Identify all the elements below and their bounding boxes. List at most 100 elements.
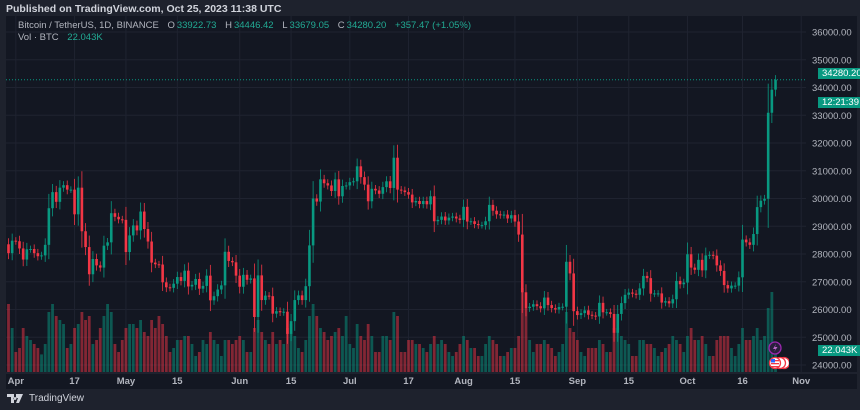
price-tick-label: 24000.00: [812, 361, 852, 372]
volume-bar: [429, 344, 432, 372]
volume-bar: [447, 352, 451, 372]
volume-bar: [264, 340, 267, 372]
candle-body: [447, 217, 451, 221]
price-tick-label: 29000.00: [812, 222, 852, 233]
candle-body: [40, 255, 43, 257]
candle-body: [84, 231, 87, 248]
volume-bar: [546, 344, 550, 372]
candle-body: [524, 292, 528, 309]
candle-body: [605, 312, 609, 314]
tradingview-logo-icon: [7, 394, 23, 403]
volume-bar: [737, 344, 741, 372]
volume-bar: [443, 344, 447, 372]
tradingview-logo[interactable]: TradingView: [7, 393, 84, 404]
price-tick-label: 34000.00: [812, 83, 852, 94]
volume-bar: [407, 340, 410, 372]
volume-bar: [418, 344, 421, 372]
candle-body: [242, 274, 245, 287]
time-tick-label: Apr: [8, 376, 25, 387]
volume-bar: [528, 340, 532, 372]
volume-bar: [271, 332, 275, 372]
candlestick-chart[interactable]: 36000.00 35000.00 34000.00 33000.00 32000.00…: [6, 16, 857, 389]
volume-bar: [759, 340, 763, 372]
volume-bar: [656, 356, 660, 372]
volume-bar: [14, 352, 18, 372]
volume-bar: [139, 320, 143, 372]
candle-body: [80, 187, 84, 232]
candle-body: [598, 302, 601, 317]
candle-body: [161, 264, 164, 283]
volume-bar: [366, 324, 370, 372]
volume-bar: [344, 316, 348, 372]
candle-body: [319, 179, 322, 202]
candle-body: [550, 305, 553, 309]
candle-body: [76, 187, 80, 215]
volume-bar: [219, 356, 223, 372]
volume-bar: [275, 344, 278, 372]
volume-bar: [469, 348, 473, 372]
candle-body: [282, 311, 286, 313]
us-flag-icon[interactable]: [768, 356, 790, 370]
volume-bar: [102, 316, 106, 372]
candle-body: [289, 321, 293, 334]
event-markers[interactable]: [767, 341, 789, 371]
time-tick-label: 16: [737, 376, 748, 387]
volume-bar: [363, 340, 366, 372]
volume-bar: [216, 344, 220, 372]
candle-body: [454, 216, 458, 219]
candle-body: [554, 308, 557, 310]
candle-body: [304, 286, 308, 301]
volume-bar: [451, 356, 454, 372]
time-tick-label: Aug: [454, 376, 473, 387]
candle-body: [410, 194, 414, 203]
candle-body: [194, 278, 197, 285]
candle-body: [517, 221, 520, 235]
volume-bar: [564, 312, 568, 372]
volume-bar: [230, 344, 234, 372]
candle-body: [565, 261, 568, 307]
volume-bar: [304, 340, 308, 372]
time-tick-label: Oct: [680, 376, 697, 387]
candle-body: [54, 192, 58, 202]
volume-bar: [201, 340, 205, 372]
volume-value: 22.043K: [67, 32, 103, 43]
candle-body: [308, 245, 311, 287]
open-value: 33922.73: [176, 20, 217, 31]
candle-body: [245, 274, 249, 280]
candle-body: [293, 300, 297, 322]
time-tick-label: Jun: [231, 376, 248, 387]
candle-body: [590, 314, 594, 316]
candle-body: [755, 207, 759, 235]
volume-bar: [36, 348, 40, 372]
lightning-icon[interactable]: [768, 341, 782, 355]
volume-bar: [601, 344, 605, 372]
candle-body: [634, 293, 638, 295]
volume-bar: [458, 344, 462, 372]
candle-body: [631, 292, 634, 294]
price-tick-label: 32000.00: [812, 139, 852, 150]
volume-bar: [744, 340, 748, 372]
volume-bar: [708, 356, 711, 372]
volume-bar: [212, 340, 216, 372]
volume-bar: [337, 328, 341, 372]
volume-bar: [227, 340, 231, 372]
volume-bar: [531, 352, 535, 372]
candle-body: [642, 275, 645, 289]
volume-bar: [399, 352, 403, 372]
volume-bar: [572, 332, 576, 372]
volume-bar: [58, 320, 62, 372]
candle-body: [168, 287, 172, 289]
candle-body: [337, 179, 341, 197]
volume-bar: [700, 336, 704, 372]
candle-body: [25, 249, 29, 260]
candle-body: [601, 302, 605, 313]
volume-bar: [410, 340, 414, 372]
chart-pane[interactable]: 36000.00 35000.00 34000.00 33000.00 32000.00…: [6, 16, 860, 389]
candle-body: [697, 259, 700, 270]
volume-bar: [29, 340, 32, 372]
candle-body: [73, 189, 76, 215]
volume-bar: [32, 344, 36, 372]
volume-bar: [678, 344, 682, 372]
time-tick-label: 17: [403, 376, 414, 387]
candle-body: [660, 293, 664, 303]
